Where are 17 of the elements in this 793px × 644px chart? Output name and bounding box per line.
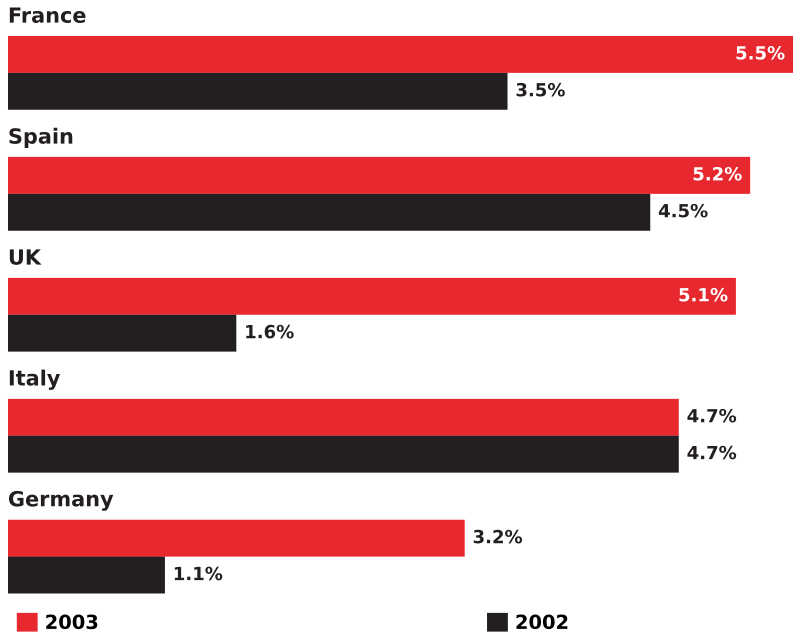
data-label: 3.5% xyxy=(516,82,565,97)
data-label: 3.2% xyxy=(474,530,522,544)
data-label: 4.7% xyxy=(687,446,736,460)
y-tick-label: UK xyxy=(10,249,42,265)
data-label: 1.1% xyxy=(174,566,222,580)
y-tick-label: Spain xyxy=(9,128,72,148)
y-tick-label: Italy xyxy=(10,370,60,390)
data-label: 5.2% xyxy=(694,166,742,181)
y-tick-label: Germany xyxy=(8,490,114,511)
data-label: 1.6% xyxy=(246,324,294,338)
data-label: 5.1% xyxy=(679,288,728,302)
data-label: 4.7% xyxy=(687,408,736,423)
y-tick-label: France xyxy=(10,7,86,23)
legend-label: 2003 xyxy=(46,614,98,630)
legend-label: 2002 xyxy=(516,614,568,630)
data-label: 5.5% xyxy=(736,46,785,60)
data-label: 4.5% xyxy=(658,204,708,218)
